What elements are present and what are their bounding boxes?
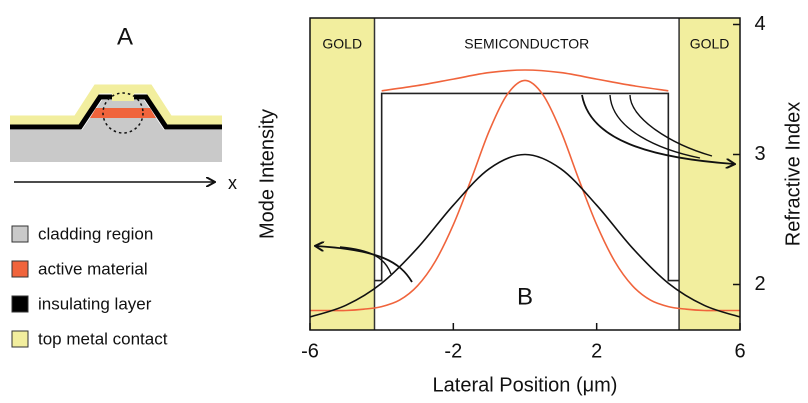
legend-label: top metal contact xyxy=(38,329,168,348)
panel-b: GOLD SEMICONDUCTOR GOLD -6 -2 2 6 2 3 4 B Lateral P… xyxy=(256,13,804,397)
region-label: GOLD xyxy=(690,36,730,52)
panel-label: A xyxy=(117,23,133,50)
region-label: SEMICONDUCTOR xyxy=(464,36,589,52)
axis-label: x xyxy=(228,173,237,193)
region xyxy=(679,18,740,330)
legend-swatch xyxy=(12,226,28,242)
legend-swatch xyxy=(12,261,28,277)
active-material xyxy=(90,108,156,118)
panel-a: A x cladding region active material insula… xyxy=(10,23,237,348)
legend-label: cladding region xyxy=(38,224,153,243)
legend-label: insulating layer xyxy=(38,294,152,313)
legend: cladding region active material insulating… xyxy=(12,224,168,348)
x-tick-label: 2 xyxy=(591,340,602,362)
y2-axis-label: Refractive Index xyxy=(782,102,804,247)
legend-swatch xyxy=(12,331,28,347)
panel-label: B xyxy=(517,283,533,310)
region-label: GOLD xyxy=(322,36,362,52)
x-tick-label: 6 xyxy=(734,340,745,362)
y-axis-label: Mode Intensity xyxy=(256,109,278,239)
figure: A x cladding region active material insula… xyxy=(0,0,808,403)
y2-tick-label: 4 xyxy=(754,13,765,35)
legend-label: active material xyxy=(38,259,148,278)
x-tick-label: -6 xyxy=(301,340,319,362)
legend-swatch xyxy=(12,296,28,312)
x-tick-label: -2 xyxy=(444,340,462,362)
x-axis-label: Lateral Position (μm) xyxy=(433,374,618,396)
region xyxy=(310,18,375,330)
y2-tick-label: 3 xyxy=(754,143,765,165)
y2-tick-label: 2 xyxy=(754,273,765,295)
